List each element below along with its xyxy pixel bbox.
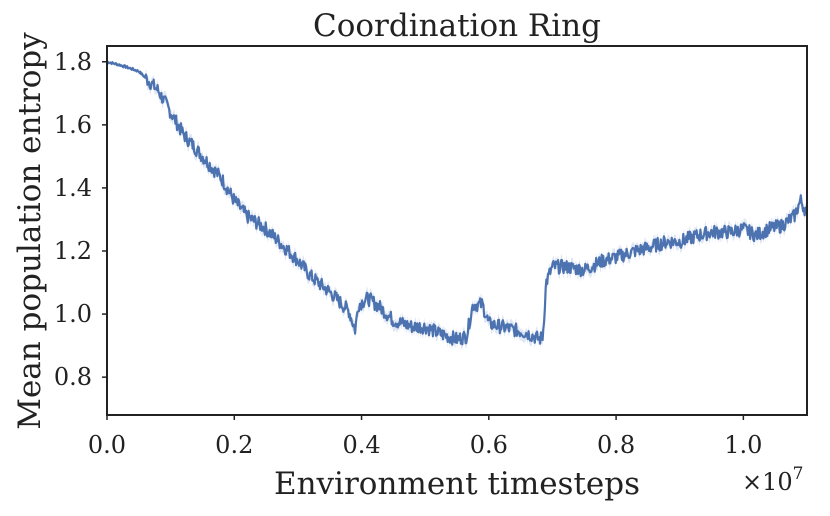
x-tick-label: 0.4	[342, 431, 380, 459]
x-axis-offset-label: ×107	[742, 464, 803, 496]
y-tick-label: 1.0	[54, 300, 92, 328]
y-axis-label: Mean population entropy	[12, 32, 48, 430]
y-axis-ticks: 0.8 1.0 1.2 1.4 1.6 1.8	[54, 48, 107, 391]
x-offset-exponent: 7	[793, 464, 804, 484]
y-tick-label: 1.4	[54, 174, 92, 202]
y-tick-label: 1.8	[54, 48, 92, 76]
x-tick-label: 0.0	[88, 431, 126, 459]
x-tick-label: 1.0	[724, 431, 762, 459]
y-tick-label: 1.2	[54, 237, 92, 265]
x-axis-ticks: 0.0 0.2 0.4 0.6 0.8 1.0	[88, 415, 762, 459]
plot-area	[106, 60, 808, 351]
axes-frame	[106, 45, 808, 416]
y-tick-label: 1.6	[54, 111, 92, 139]
chart-title: Coordination Ring	[313, 8, 601, 44]
series-line	[106, 60, 808, 346]
x-axis-label: Environment timesteps	[274, 466, 640, 502]
y-tick-label: 0.8	[54, 363, 92, 391]
x-tick-label: 0.2	[215, 431, 253, 459]
x-offset-base: ×10	[742, 468, 793, 496]
series-confidence-band	[107, 60, 807, 351]
x-tick-label: 0.8	[597, 431, 635, 459]
x-tick-label: 0.6	[470, 431, 508, 459]
